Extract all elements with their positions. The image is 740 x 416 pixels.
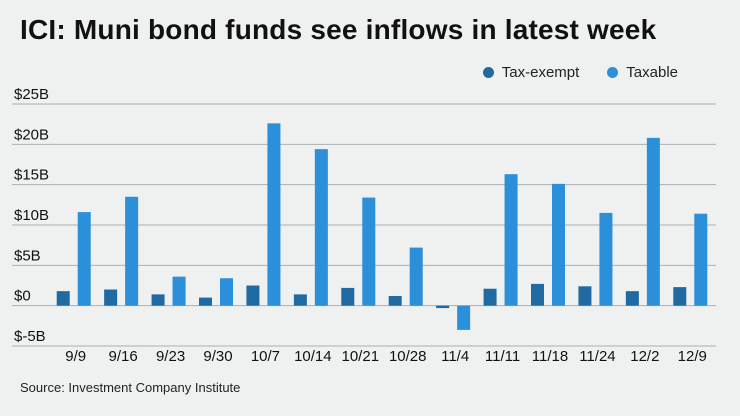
x-tick-label: 12/2: [630, 348, 659, 365]
x-tick-label: 9/16: [109, 348, 138, 365]
bar-taxable: [504, 174, 518, 306]
x-tick-label: 9/30: [203, 348, 232, 365]
bar-taxable: [314, 149, 328, 306]
x-tick-label: 11/4: [441, 348, 469, 365]
bar-taxable: [362, 197, 376, 306]
bar-tax-exempt: [483, 288, 497, 306]
x-tick-label: 11/24: [579, 348, 615, 365]
x-tick-label: 10/14: [294, 348, 332, 365]
x-tick-label: 10/7: [251, 348, 280, 365]
bar-taxable: [172, 276, 186, 306]
bar-taxable: [125, 196, 139, 306]
bar-taxable: [552, 183, 565, 306]
x-tick-label: 10/21: [342, 348, 380, 365]
bar-tax-exempt: [199, 297, 212, 306]
bar-taxable: [220, 278, 233, 306]
legend-swatch-tax-exempt: [482, 67, 494, 78]
bar-taxable: [409, 247, 423, 306]
bar-tax-exempt: [341, 287, 355, 306]
bar-tax-exempt: [625, 291, 639, 306]
y-tick-label: $10B: [14, 207, 49, 224]
x-tick-label: 11/11: [485, 348, 520, 365]
chart-legend: Tax-exempt Taxable: [482, 64, 678, 81]
bar-taxable: [457, 305, 471, 330]
bar-taxable: [267, 123, 281, 306]
x-tick-label: 10/28: [389, 348, 427, 365]
legend-label-tax-exempt: Tax-exempt: [501, 64, 580, 81]
y-tick-label: $20B: [14, 126, 49, 143]
bar-taxable: [646, 137, 660, 306]
x-tick-label: 9/23: [156, 348, 185, 365]
bar-tax-exempt: [388, 295, 402, 306]
bar-tax-exempt: [436, 305, 450, 309]
y-tick-label: $-5B: [14, 328, 46, 345]
bar-tax-exempt: [531, 283, 544, 306]
x-tick-label: 12/9: [678, 348, 707, 365]
chart-title: ICI: Muni bond funds see inflows in late…: [20, 14, 657, 45]
legend-item-taxable: Taxable: [607, 64, 678, 81]
y-tick-label: $15B: [14, 167, 49, 184]
x-tick-label: 11/18: [532, 348, 568, 365]
bar-taxable: [694, 213, 708, 306]
bar-tax-exempt: [673, 287, 687, 306]
source-note: Source: Investment Company Institute: [20, 380, 241, 395]
y-tick-label: $0: [14, 288, 31, 305]
bar-taxable: [77, 212, 91, 306]
legend-item-tax-exempt: Tax-exempt: [482, 64, 580, 81]
bar-tax-exempt: [293, 294, 307, 306]
bar-tax-exempt: [578, 286, 592, 306]
bar-taxable: [599, 212, 613, 306]
bar-tax-exempt: [246, 285, 260, 306]
y-tick-label: $5B: [14, 247, 41, 264]
y-tick-label: $25B: [14, 86, 49, 103]
legend-swatch-taxable: [607, 67, 619, 78]
legend-label-taxable: Taxable: [626, 64, 678, 81]
bar-tax-exempt: [104, 289, 118, 306]
bar-tax-exempt: [56, 291, 70, 306]
x-tick-label: 9/9: [65, 348, 86, 365]
bar-tax-exempt: [151, 294, 165, 306]
